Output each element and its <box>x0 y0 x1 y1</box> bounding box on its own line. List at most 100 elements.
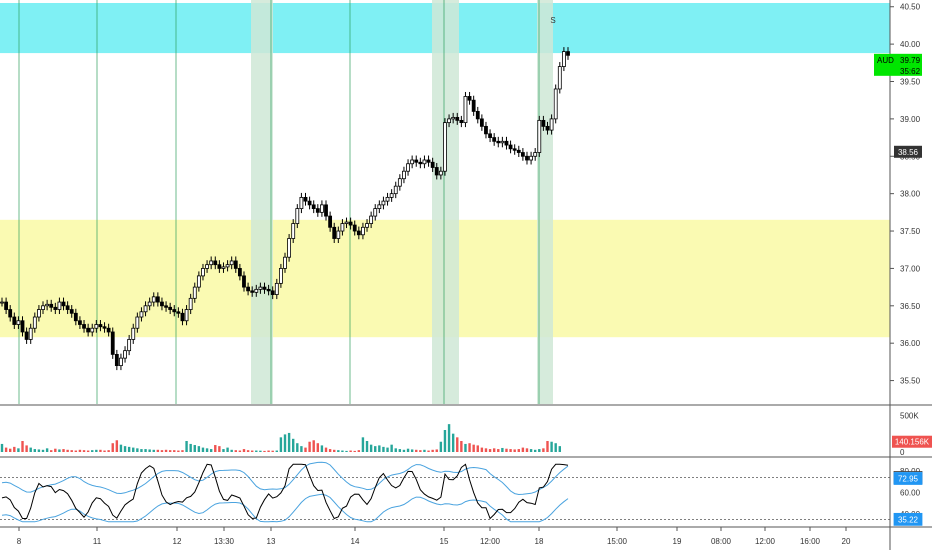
candle-76 <box>311 200 316 214</box>
candle-body-56 <box>229 260 234 266</box>
candle-56 <box>229 256 234 270</box>
volume-bar-102 <box>419 450 422 452</box>
candle-body-22 <box>90 327 95 333</box>
volume-bar-123 <box>505 448 508 452</box>
candle-110 <box>451 112 456 124</box>
candle-body-117 <box>479 118 484 127</box>
ref-price-badge: 38.56 <box>894 145 922 158</box>
volume-bar-51 <box>209 449 213 452</box>
volume-bar-43 <box>177 450 180 452</box>
volume-bar-5 <box>21 441 24 452</box>
price-axis[interactable]: 40.5040.0039.5039.0038.5038.0037.5037.00… <box>874 0 932 550</box>
osc-badge-label-2: 35.22 <box>898 515 919 524</box>
price-tick-0: 40.50 <box>900 3 921 12</box>
candle-39 <box>160 297 164 311</box>
candle-120 <box>492 133 497 146</box>
volume-bar-19 <box>78 449 82 452</box>
band-lower-line <box>1 493 569 523</box>
candle-body-47 <box>192 286 197 299</box>
candle-91 <box>373 204 378 221</box>
candle-23 <box>94 320 99 333</box>
candle-body-49 <box>201 268 205 277</box>
candle-67 <box>274 278 279 300</box>
candle-body-91 <box>373 208 378 217</box>
volume-bar-7 <box>29 447 32 452</box>
volume-bar-49 <box>201 447 205 452</box>
candle-body-61 <box>250 290 255 293</box>
osc-badge-1: 72.95 <box>893 472 923 485</box>
volume-bar-48 <box>197 446 201 452</box>
candle-body-104 <box>426 159 431 163</box>
candle-body-57 <box>233 260 238 269</box>
candle-59 <box>242 271 246 292</box>
volume-bar-18 <box>74 450 78 452</box>
candle-104 <box>426 155 431 167</box>
volume-bar-126 <box>517 449 520 452</box>
candle-101 <box>414 155 419 167</box>
candle-2 <box>8 305 13 322</box>
volume-bar-61 <box>250 450 254 452</box>
candle-body-100 <box>410 159 415 165</box>
candle-52 <box>213 256 218 270</box>
candle-50 <box>205 260 209 273</box>
candle-body-116 <box>475 111 480 120</box>
volume-bar-47 <box>193 445 196 452</box>
osc-tick-1: 60.00 <box>900 489 921 498</box>
volume-bar-107 <box>439 441 443 452</box>
volume-bar-118 <box>484 448 488 452</box>
price-pane[interactable]: S <box>0 0 890 404</box>
volume-bar-129 <box>529 449 533 452</box>
candle-119 <box>488 129 492 143</box>
candle-body-23 <box>94 324 99 329</box>
candle-12 <box>49 299 54 312</box>
candle-89 <box>365 219 369 232</box>
candle-body-93 <box>381 200 386 206</box>
candle-body-40 <box>164 305 168 308</box>
volume-bar-1 <box>4 447 8 452</box>
volume-bar-104 <box>427 450 430 452</box>
candle-body-25 <box>102 326 107 329</box>
x-tick-14: 20 <box>842 537 851 546</box>
volume-bar-134 <box>550 441 553 452</box>
candle-114 <box>467 91 472 105</box>
candle-36 <box>147 297 152 311</box>
volume-bar-64 <box>263 450 266 452</box>
candle-body-13 <box>53 306 58 310</box>
candle-111 <box>455 112 460 125</box>
candle-body-83 <box>340 223 345 232</box>
candle-body-71 <box>291 223 296 239</box>
x-tick-5: 14 <box>351 537 360 546</box>
candle-6 <box>24 327 29 344</box>
volume-bar-92 <box>378 445 381 452</box>
volume-bar-136 <box>558 446 561 452</box>
volume-pane[interactable] <box>0 424 561 452</box>
oscillator-pane[interactable] <box>0 461 890 523</box>
volume-bar-88 <box>361 437 365 452</box>
volume-bar-15 <box>62 449 65 452</box>
volume-bar-54 <box>222 449 225 452</box>
candle-body-51 <box>209 260 214 266</box>
volume-bar-127 <box>521 447 525 452</box>
candle-body-97 <box>397 178 402 187</box>
x-tick-10: 19 <box>673 537 682 546</box>
volume-badge-label: 140.156K <box>895 438 930 447</box>
volume-bar-135 <box>554 443 557 452</box>
volume-bar-81 <box>333 449 336 452</box>
candle-body-5 <box>20 320 25 333</box>
candle-body-28 <box>114 354 119 367</box>
candle-62 <box>254 284 259 297</box>
candle-24 <box>98 320 103 332</box>
session-band-1 <box>432 0 459 404</box>
candle-body-69 <box>283 256 287 269</box>
candle-112 <box>459 115 464 128</box>
candle-body-14 <box>57 301 62 310</box>
candle-11 <box>45 299 50 311</box>
price-tick-3: 39.00 <box>900 115 921 124</box>
osc-badge-2: 35.22 <box>893 512 923 526</box>
last-price-countdown: 35:62 <box>900 67 921 76</box>
candle-body-77 <box>315 208 320 213</box>
volume-bar-90 <box>369 444 373 452</box>
time-axis[interactable]: 8 11 12 13:30 13 14 15 12:00 18 15:00 19 08:00 12:00… <box>17 527 851 546</box>
candle-body-66 <box>270 290 275 295</box>
